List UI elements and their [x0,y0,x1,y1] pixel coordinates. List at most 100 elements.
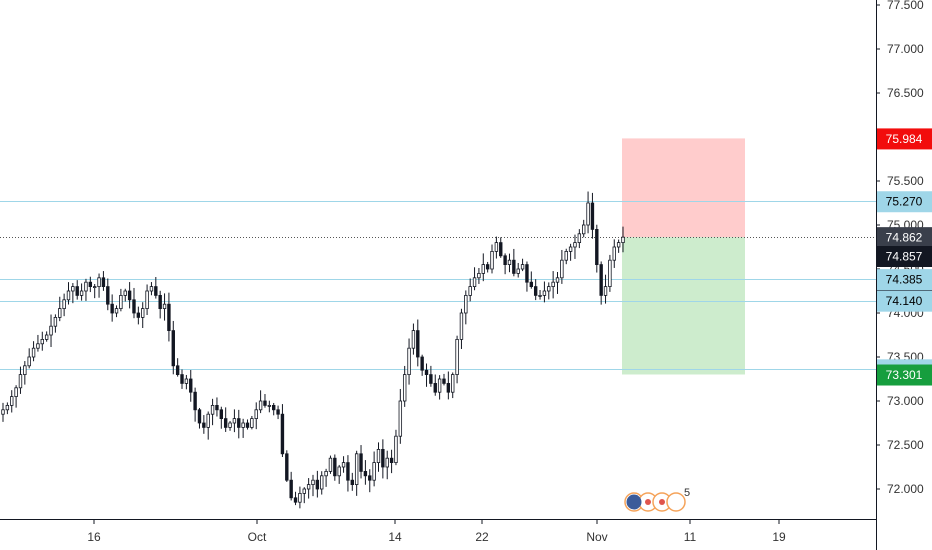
time-tick-label: 11 [684,530,697,544]
candle [197,407,202,429]
price-label-level: 74.140 [877,290,932,312]
candle [58,296,62,322]
candle [171,320,175,375]
candle [590,192,595,239]
candle [84,278,88,301]
candle [158,290,162,319]
price-tick-label: 77.000 [887,42,924,56]
candle [542,281,547,303]
candle [608,254,612,292]
candle [175,358,180,377]
candle [79,283,84,301]
candle [88,276,93,293]
price-label-text: 75.984 [886,132,923,146]
time-tick-label: 19 [772,530,786,544]
price-label-text: 74.140 [886,294,923,308]
candle [127,282,132,309]
candle [621,226,625,253]
candle [385,450,389,480]
stop-loss-zone[interactable] [622,138,745,238]
candle [442,373,446,386]
price-label-text: 73.301 [886,368,923,382]
price-tick-label: 76.500 [887,86,924,100]
candle [18,366,23,394]
candle [5,402,10,415]
candle [477,268,481,284]
candle [616,239,621,253]
candle [472,267,477,291]
take-profit-zone[interactable] [622,237,745,375]
candle [451,372,455,399]
candle [595,224,599,273]
candle [573,234,577,259]
candle [398,388,403,444]
candle [485,261,490,273]
price-tick-label: 72.500 [887,438,924,452]
candle [525,261,529,292]
candle [494,236,499,259]
candle [27,348,31,369]
candle [464,290,468,325]
candle [503,253,507,275]
candle [429,365,433,387]
candle [328,455,333,474]
candle [315,470,320,498]
price-label-text: 74.857 [886,250,923,264]
candle [132,287,136,319]
price-label-level: 74.385 [877,269,932,291]
candle [202,415,206,434]
candle [210,398,215,426]
candle [10,390,14,413]
candle [468,278,472,302]
candle [162,293,167,321]
candle [285,450,289,482]
price-tick-label: 77.500 [887,0,924,12]
price-label-text: 75.270 [886,195,923,209]
price-label-info: 74.857 [877,246,932,267]
candle [499,237,503,258]
event-marker[interactable] [666,492,686,512]
time-axis-ticks[interactable]: 16 Oct 14 22 Nov 11 19 [87,519,786,544]
flag-icon [626,494,642,510]
candle [36,334,40,352]
price-label-target: 75.984 [877,128,932,150]
candle [564,248,568,265]
position-zones[interactable] [622,138,745,375]
candle [586,191,590,234]
time-tick-label: 22 [475,530,489,544]
price-tick-label: 75.500 [887,174,924,188]
candle [223,407,228,432]
candle [289,471,293,501]
candle [416,319,420,367]
price-tick-label: 73.000 [887,394,924,408]
candle [101,271,106,291]
candle [311,474,315,497]
candle [354,450,359,496]
candle [250,415,254,430]
candle [555,272,560,294]
candles [1,191,625,509]
candle [154,276,158,299]
candle [71,283,75,304]
candle [189,369,193,402]
event-marker[interactable] [652,492,672,512]
candle [346,455,350,492]
candle [389,449,394,474]
candle [433,374,437,396]
events-badge[interactable]: 5 [624,487,690,512]
candle [267,400,272,413]
candle [372,451,376,487]
candle [53,314,58,333]
candle [533,279,538,301]
candle [254,402,258,430]
time-tick-label: 14 [388,530,402,544]
price-label-last: 74.862 [877,227,932,249]
time-tick-label: Nov [586,530,607,544]
candle [49,314,53,348]
candle [603,274,608,304]
candle [568,243,573,261]
time-tick-label: Oct [248,530,267,544]
candle [302,487,306,504]
candle [276,405,280,420]
